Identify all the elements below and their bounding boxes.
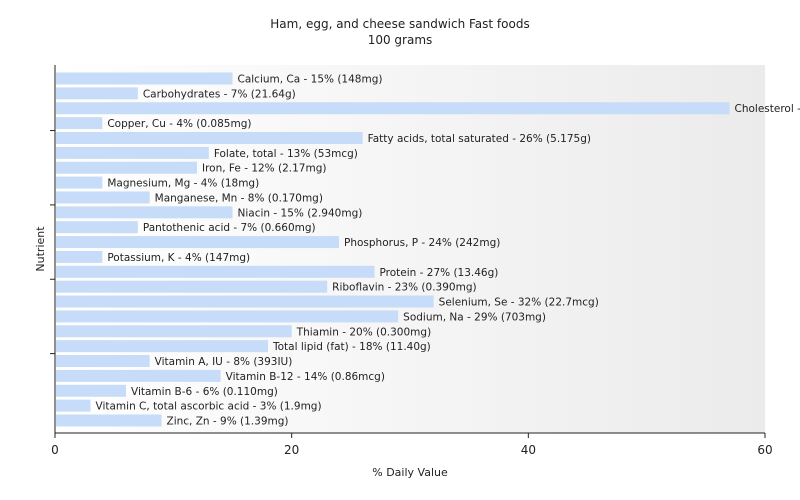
bar bbox=[56, 384, 126, 397]
bar-label: Vitamin B-12 - 14% (0.86mcg) bbox=[226, 371, 385, 383]
bar bbox=[56, 206, 233, 219]
bar bbox=[56, 250, 103, 263]
bar bbox=[56, 102, 730, 115]
chart-subtitle: 100 grams bbox=[368, 33, 433, 47]
axes-layer bbox=[54, 65, 765, 434]
bar bbox=[56, 131, 363, 144]
bar bbox=[56, 146, 209, 159]
bar-label: Riboflavin - 23% (0.390mg) bbox=[332, 282, 476, 294]
bar-label: Vitamin B-6 - 6% (0.110mg) bbox=[131, 386, 278, 398]
bar bbox=[56, 191, 150, 204]
bar-label: Vitamin C, total ascorbic acid - 3% (1.9… bbox=[96, 401, 322, 413]
bar bbox=[56, 72, 233, 85]
bar bbox=[56, 295, 434, 308]
bar-label: Iron, Fe - 12% (2.17mg) bbox=[202, 163, 326, 175]
x-axis-title: % Daily Value bbox=[372, 466, 448, 479]
bar bbox=[56, 236, 339, 249]
bar bbox=[56, 399, 91, 412]
x-tick-label: 0 bbox=[51, 443, 59, 457]
bar-label: Folate, total - 13% (53mcg) bbox=[214, 148, 358, 160]
bar-label: Niacin - 15% (2.940mg) bbox=[238, 207, 363, 219]
y-axis-title: Nutrient bbox=[34, 226, 47, 272]
bar-label: Manganese, Mn - 8% (0.170mg) bbox=[155, 192, 323, 204]
bar bbox=[56, 117, 103, 130]
x-tick-label: 40 bbox=[521, 443, 536, 457]
bar bbox=[56, 221, 138, 234]
bar bbox=[56, 414, 162, 427]
bar bbox=[56, 176, 103, 189]
bar-label: Copper, Cu - 4% (0.085mg) bbox=[107, 118, 251, 130]
x-tick-label: 60 bbox=[757, 443, 772, 457]
bar bbox=[56, 355, 150, 368]
bar-label: Selenium, Se - 32% (22.7mcg) bbox=[439, 297, 599, 309]
bar-label: Calcium, Ca - 15% (148mg) bbox=[238, 74, 383, 86]
bar-label: Zinc, Zn - 9% (1.39mg) bbox=[167, 416, 289, 428]
bar bbox=[56, 161, 197, 174]
bar bbox=[56, 265, 375, 278]
bar bbox=[56, 310, 399, 323]
bar-label: Magnesium, Mg - 4% (18mg) bbox=[107, 178, 259, 190]
bar bbox=[56, 369, 221, 382]
bar-label: Vitamin A, IU - 8% (393IU) bbox=[155, 356, 293, 368]
bar-label: Total lipid (fat) - 18% (11.40g) bbox=[272, 341, 431, 353]
bar-label: Carbohydrates - 7% (21.64g) bbox=[143, 88, 296, 100]
bar-label: Cholesterol - 57% (172mg) bbox=[735, 103, 800, 115]
bar-label: Fatty acids, total saturated - 26% (5.17… bbox=[368, 133, 591, 145]
bar-label: Phosphorus, P - 24% (242mg) bbox=[344, 237, 500, 249]
chart-title: Ham, egg, and cheese sandwich Fast foods bbox=[270, 17, 529, 31]
x-tick-label: 20 bbox=[284, 443, 299, 457]
bar bbox=[56, 325, 292, 338]
bar-label: Thiamin - 20% (0.300mg) bbox=[296, 326, 432, 338]
ticks-layer: 0 20 40 60 bbox=[50, 130, 773, 457]
bar bbox=[56, 340, 268, 353]
bar bbox=[56, 87, 138, 100]
bar bbox=[56, 280, 328, 293]
bar-label: Protein - 27% (13.46g) bbox=[380, 267, 499, 279]
bar-label: Potassium, K - 4% (147mg) bbox=[107, 252, 250, 264]
bar-label: Pantothenic acid - 7% (0.660mg) bbox=[143, 222, 316, 234]
bar-label: Sodium, Na - 29% (703mg) bbox=[403, 311, 546, 323]
bars-layer: Calcium, Ca - 15% (148mg) Carbohydrates -… bbox=[56, 72, 800, 428]
